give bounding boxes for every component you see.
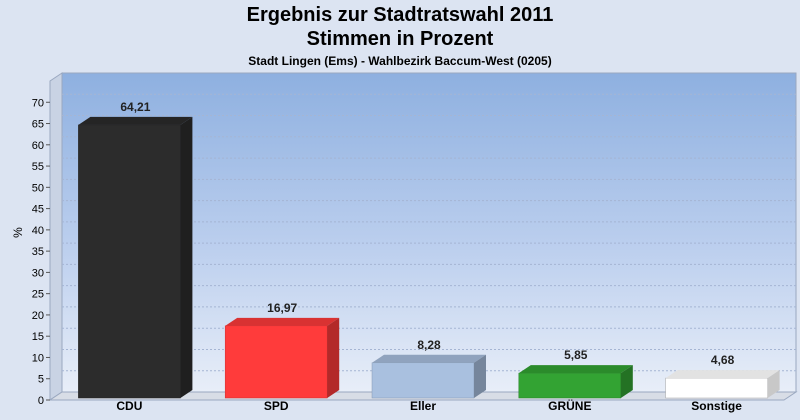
y-tick-label: 20 [32, 310, 44, 322]
bar-grüne: 5,85 [518, 348, 633, 399]
y-tick-label: 45 [32, 204, 44, 216]
chart-subtitle: Stadt Lingen (Ems) - Wahlbezirk Baccum-W… [248, 54, 552, 68]
y-tick-label: 25 [32, 289, 44, 301]
x-category-label: GRÜNE [548, 398, 591, 413]
y-axis-label: % [11, 227, 25, 238]
y-tick-label: 55 [32, 161, 44, 173]
bar-front [224, 325, 328, 399]
bar-spd: 16,97 [224, 301, 340, 399]
y-tick-label: 30 [32, 267, 44, 279]
x-category-label: CDU [116, 399, 142, 413]
bar-cdu: 64,21 [78, 100, 193, 399]
bar-front [78, 124, 181, 399]
y-axis: 0 5 10 15 20 25 30 35 40 45 50 55 60 65 70% [11, 97, 50, 407]
bar-eller: 8,28 [371, 338, 486, 399]
y-tick-label: 5 [38, 374, 44, 386]
y-tick-label: 35 [32, 246, 44, 258]
bar-front [518, 372, 622, 399]
bar-value-label: 16,97 [267, 301, 297, 315]
chart-title-line1: Ergebnis zur Stadtratswahl 2011 [246, 4, 554, 26]
y-tick-label: 0 [38, 395, 44, 407]
x-axis: CDU SPD Eller GRÜNE Sonstige [116, 398, 742, 413]
bars: 64,21 16,97 8,28 5,85 4,68 [78, 100, 780, 399]
x-category-label: Eller [410, 399, 436, 413]
bar-front [665, 377, 768, 399]
x-category-label: Sonstige [691, 399, 742, 413]
y-tick-label: 50 [32, 182, 44, 194]
y-tick-label: 10 [32, 352, 44, 364]
y-tick-label: 15 [32, 331, 44, 343]
chart-title-line2: Stimmen in Prozent [306, 28, 494, 50]
y-tick-label: 40 [32, 225, 44, 237]
bar-value-label: 8,28 [417, 338, 441, 352]
bar-value-label: 64,21 [120, 100, 150, 114]
x-category-label: SPD [264, 399, 289, 413]
y-tick-label: 70 [32, 97, 44, 109]
bar-sonstige: 4,68 [665, 353, 780, 399]
bar-value-label: 5,85 [564, 348, 588, 362]
bar-front [371, 362, 475, 399]
bar-value-label: 4,68 [711, 353, 735, 367]
y-tick-label: 60 [32, 140, 44, 152]
y-tick-label: 65 [32, 119, 44, 131]
